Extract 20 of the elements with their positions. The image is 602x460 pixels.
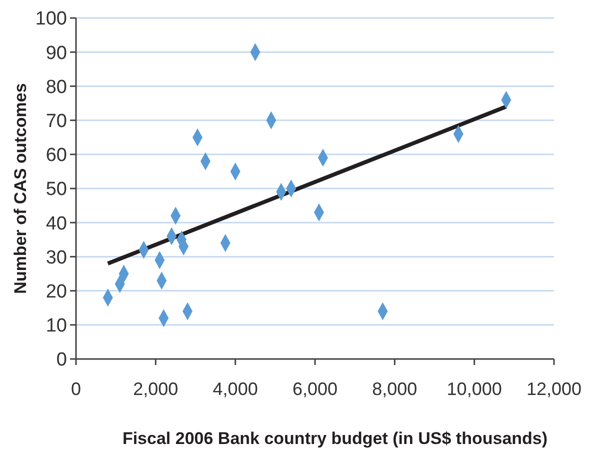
x-tick-label: 6,000 [292, 379, 338, 399]
y-axis-title: Number of CAS outcomes [11, 83, 30, 294]
x-tick-label: 12,000 [526, 379, 582, 399]
y-tick-label: 50 [46, 179, 67, 200]
y-tick-label: 90 [46, 42, 67, 64]
y-tick-label: 100 [35, 8, 67, 30]
y-tick-label: 70 [46, 110, 67, 132]
y-tick-label: 80 [46, 76, 67, 98]
x-tick-label: 0 [70, 379, 82, 399]
x-tick-label: 2,000 [133, 379, 178, 399]
x-tick-label: 4,000 [212, 379, 258, 399]
x-tick-label: 8,000 [372, 379, 418, 399]
y-tick-label: 10 [46, 316, 67, 337]
x-axis-title: Fiscal 2006 Bank country budget (in US$ thousands) [122, 429, 548, 448]
x-tick-label: 10,000 [446, 379, 502, 399]
y-tick-label: 60 [46, 145, 67, 166]
y-tick-label: 30 [46, 247, 67, 268]
y-tick-label: 40 [46, 213, 67, 234]
y-tick-label: 20 [46, 281, 67, 302]
y-tick-label: 0 [56, 350, 67, 371]
